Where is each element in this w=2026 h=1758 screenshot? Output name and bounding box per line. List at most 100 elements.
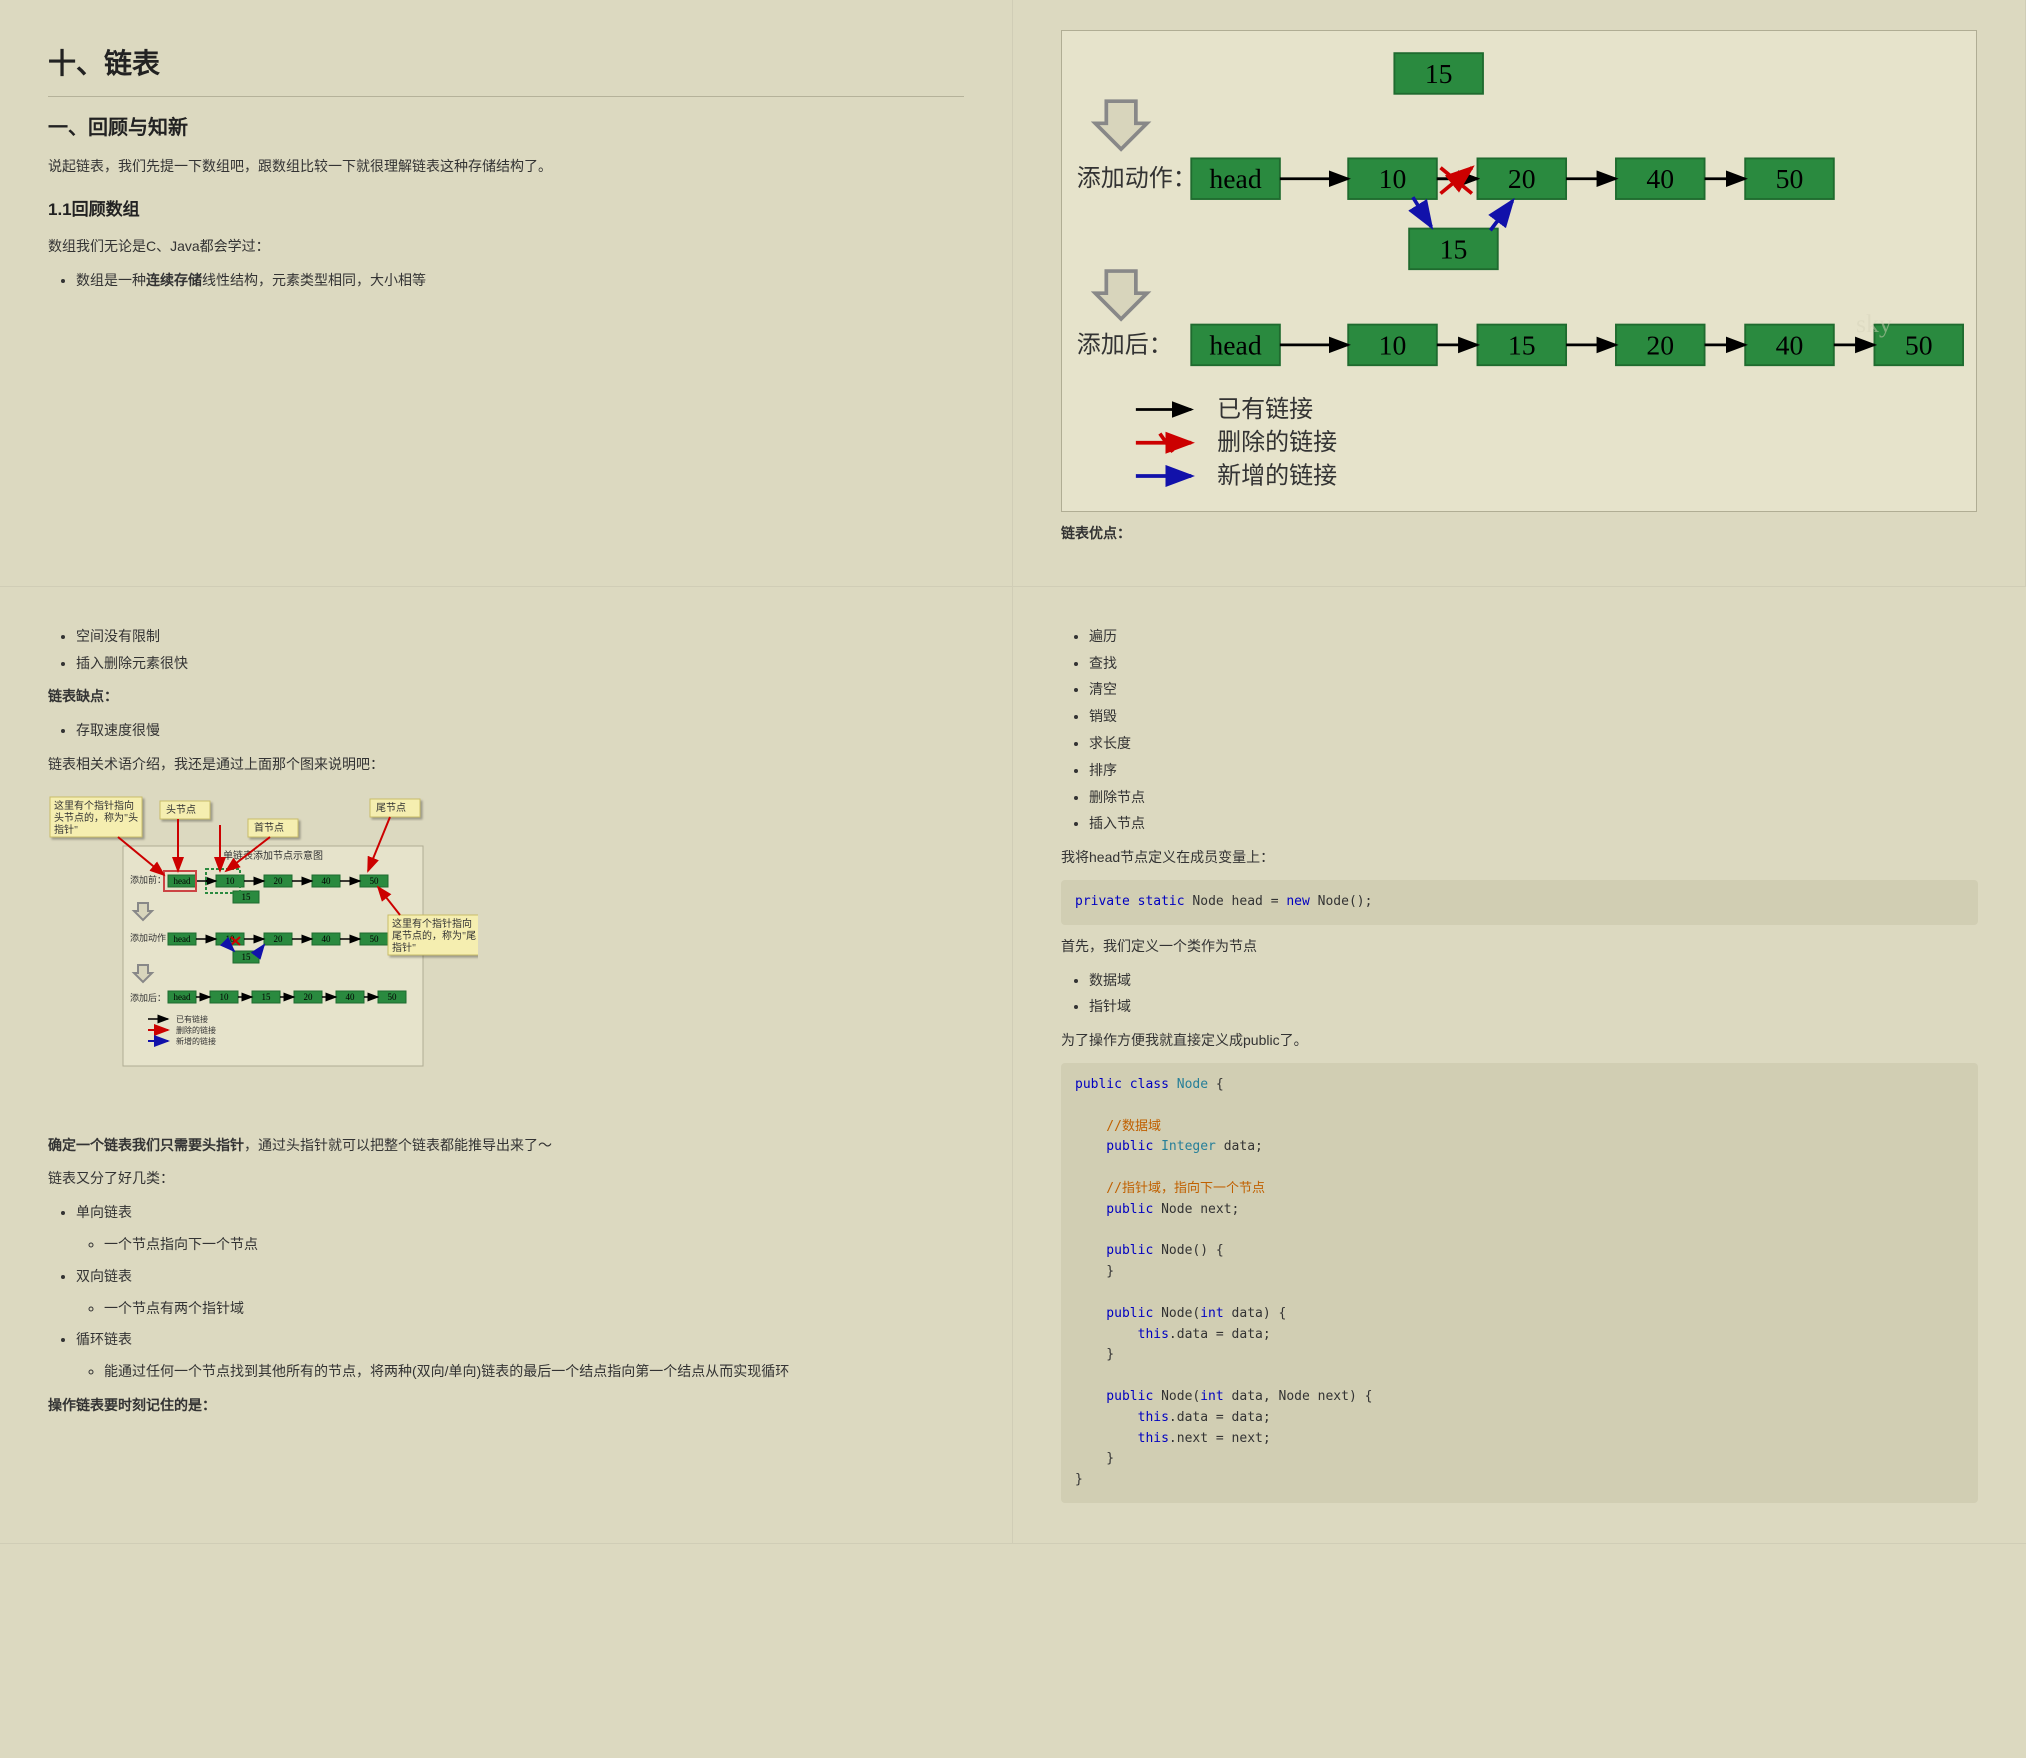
svg-text:head: head	[1209, 329, 1261, 360]
svg-text:10: 10	[1379, 329, 1407, 360]
svg-text:尾节点: 尾节点	[376, 802, 406, 814]
svg-text:20: 20	[274, 876, 284, 886]
quadrant-3: 空间没有限制 插入删除元素很快 链表缺点： 存取速度很慢 链表相关术语介绍，我还…	[0, 587, 1013, 1544]
list-item: 数据域	[1089, 969, 1978, 993]
array-list: 数组是一种连续存储线性结构，元素类型相同，大小相等	[48, 269, 964, 293]
svg-text:40: 40	[322, 876, 332, 886]
code-block-head: private static Node head = new Node();	[1061, 880, 1978, 925]
svg-text:添加前：: 添加前：	[130, 874, 166, 885]
svg-text:20: 20	[274, 934, 284, 944]
list-item: 空间没有限制	[76, 625, 964, 649]
quadrant-2: 15 添加动作： head 10 20 40 50 15	[1013, 0, 2026, 587]
svg-text:单链表添加节点示意图: 单链表添加节点示意图	[223, 849, 323, 862]
svg-text:50: 50	[370, 876, 380, 886]
list-item: 单向链表一个节点指向下一个节点	[76, 1201, 964, 1257]
list-item: 清空	[1089, 678, 1978, 702]
svg-text:15: 15	[1425, 58, 1453, 89]
code-block-node: public class Node { //数据域 public Integer…	[1061, 1063, 1978, 1503]
svg-text:50: 50	[1776, 163, 1804, 194]
annotated-diagram: 单链表添加节点示意图 添加前： head10204050 15 添加动作： he…	[48, 791, 478, 1086]
svg-text:添加动作：: 添加动作：	[1077, 165, 1197, 192]
list-item: 删除节点	[1089, 786, 1978, 810]
svg-text:40: 40	[1646, 163, 1674, 194]
list-item: 存取速度很慢	[76, 719, 964, 743]
svg-text:添加后：: 添加后：	[130, 993, 166, 1003]
advantage-list: 空间没有限制 插入删除元素很快	[48, 625, 964, 676]
svg-text:50: 50	[388, 992, 398, 1002]
svg-text:head: head	[174, 934, 191, 944]
term-intro: 链表相关术语介绍，我还是通过上面那个图来说明吧：	[48, 753, 964, 777]
only-head-pointer: 确定一个链表我们只需要头指针，通过头指针就可以把整个链表都能推导出来了～	[48, 1134, 964, 1158]
fields-list: 数据域指针域	[1061, 969, 1978, 1020]
annotated-diagram-wrapper: 单链表添加节点示意图 添加前： head10204050 15 添加动作： he…	[48, 791, 478, 1094]
svg-text:10: 10	[226, 876, 236, 886]
svg-text:20: 20	[304, 992, 314, 1002]
svg-text:15: 15	[1440, 233, 1468, 264]
quadrant-4: 遍历查找清空销毁求长度排序删除节点插入节点 我将head节点定义在成员变量上： …	[1013, 587, 2026, 1544]
text: 线性结构，元素类型相同，大小相等	[202, 272, 426, 288]
svg-text:新增的链接: 新增的链接	[176, 1036, 216, 1046]
svg-text:已有链接: 已有链接	[1217, 396, 1313, 423]
page-grid: 十、链表 一、回顾与知新 说起链表，我们先提一下数组吧，跟数组比较一下就很理解链…	[0, 0, 2026, 1544]
svg-text:10: 10	[220, 992, 230, 1002]
list-item: 插入节点	[1089, 812, 1978, 836]
svg-text:40: 40	[322, 934, 332, 944]
list-item: 循环链表能通过任何一个节点找到其他所有的节点，将两种(双向/单向)链表的最后一个…	[76, 1328, 964, 1384]
intro-paragraph: 说起链表，我们先提一下数组吧，跟数组比较一下就很理解链表这种存储结构了。	[48, 155, 964, 179]
svg-text:已有链接: 已有链接	[176, 1014, 208, 1024]
class-def-p: 首先，我们定义一个类作为节点	[1061, 935, 1978, 959]
remember-label: 操作链表要时刻记住的是：	[48, 1394, 964, 1418]
list-item: 一个节点有两个指针域	[104, 1297, 964, 1321]
svg-text:首节点: 首节点	[254, 821, 284, 834]
svg-text:删除的链接: 删除的链接	[176, 1025, 216, 1035]
svg-text:sky: sky	[1856, 309, 1892, 338]
svg-text:指针": 指针"	[392, 941, 416, 954]
disadv-label: 链表缺点：	[48, 685, 964, 709]
svg-text:头节点: 头节点	[166, 804, 196, 816]
list-item: 双向链表一个节点有两个指针域	[76, 1265, 964, 1321]
section-heading: 一、回顾与知新	[48, 111, 964, 145]
svg-text:50: 50	[370, 934, 380, 944]
list-item: 销毁	[1089, 705, 1978, 729]
svg-text:这里有个指针指向: 这里有个指针指向	[54, 799, 134, 812]
list-item: 求长度	[1089, 732, 1978, 756]
diagram-svg: 15 添加动作： head 10 20 40 50 15	[1062, 31, 1976, 511]
svg-text:head: head	[1209, 163, 1261, 194]
svg-text:40: 40	[346, 992, 356, 1002]
bold-text: 连续存储	[146, 272, 202, 288]
svg-text:20: 20	[1646, 329, 1674, 360]
svg-text:20: 20	[1508, 163, 1536, 194]
list-item: 一个节点指向下一个节点	[104, 1233, 964, 1257]
svg-text:添加后：: 添加后：	[1077, 331, 1173, 358]
list-item: 排序	[1089, 759, 1978, 783]
linked-list-diagram-top: 15 添加动作： head 10 20 40 50 15	[1061, 30, 1977, 512]
types-list: 单向链表一个节点指向下一个节点双向链表一个节点有两个指针域循环链表能通过任何一个…	[48, 1201, 964, 1384]
svg-text:15: 15	[242, 892, 252, 902]
svg-text:15: 15	[1508, 329, 1536, 360]
list-item: 遍历	[1089, 625, 1978, 649]
advantages-label: 链表优点：	[1061, 522, 1977, 546]
list-item: 查找	[1089, 652, 1978, 676]
ops-list: 遍历查找清空销毁求长度排序删除节点插入节点	[1061, 625, 1978, 836]
disadv-list: 存取速度很慢	[48, 719, 964, 743]
svg-text:50: 50	[1905, 329, 1933, 360]
public-note: 为了操作方便我就直接定义成public了。	[1061, 1029, 1978, 1053]
svg-text:10: 10	[1379, 163, 1407, 194]
svg-text:head: head	[174, 992, 191, 1002]
svg-text:尾节点的，称为"尾: 尾节点的，称为"尾	[392, 929, 476, 942]
svg-text:删除的链接: 删除的链接	[1217, 429, 1337, 456]
head-def-p: 我将head节点定义在成员变量上：	[1061, 846, 1978, 870]
list-item: 指针域	[1089, 995, 1978, 1019]
list-item: 插入删除元素很快	[76, 652, 964, 676]
array-paragraph: 数组我们无论是C、Java都会学过：	[48, 235, 964, 259]
hr	[48, 96, 964, 97]
svg-text:头节点的，称为"头: 头节点的，称为"头	[54, 811, 138, 824]
subsection-heading: 1.1回顾数组	[48, 196, 964, 225]
list-item: 能通过任何一个节点找到其他所有的节点，将两种(双向/单向)链表的最后一个结点指向…	[104, 1360, 964, 1384]
list-item: 数组是一种连续存储线性结构，元素类型相同，大小相等	[76, 269, 964, 293]
text: 数组是一种	[76, 272, 146, 288]
svg-text:指针": 指针"	[54, 823, 78, 836]
types-intro: 链表又分了好几类：	[48, 1167, 964, 1191]
svg-text:15: 15	[242, 952, 252, 962]
svg-text:新增的链接: 新增的链接	[1217, 462, 1337, 489]
